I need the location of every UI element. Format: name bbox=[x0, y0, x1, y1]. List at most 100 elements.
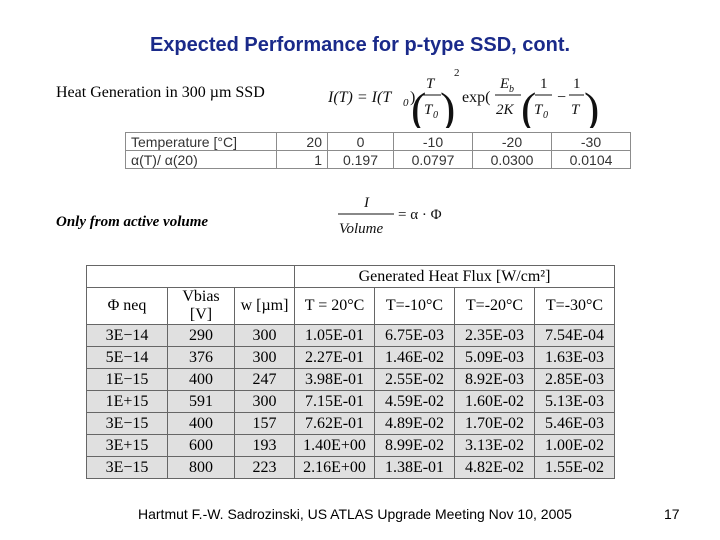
ratio-cell: 0.0104 bbox=[551, 150, 631, 169]
table-cell: 3E−14 bbox=[86, 324, 168, 347]
table-cell: 8.99E-02 bbox=[374, 434, 455, 457]
table-cell: 2.35E-03 bbox=[454, 324, 535, 347]
table-row: 3E−14 290 300 1.05E-01 6.75E-03 2.35E-03… bbox=[86, 324, 615, 347]
table-cell: 800 bbox=[167, 456, 235, 479]
column-header: w [µm] bbox=[234, 287, 295, 325]
table-cell: 2.55E-02 bbox=[374, 368, 455, 391]
formula-paren2-close: ) bbox=[584, 83, 598, 128]
flux-group-header-row: Generated Heat Flux [W/cm²] bbox=[86, 265, 615, 288]
column-header: T=-30°C bbox=[534, 287, 615, 325]
table-cell: 4.82E-02 bbox=[454, 456, 535, 479]
formula2-den: Volume bbox=[339, 221, 384, 237]
table-cell: 376 bbox=[167, 346, 235, 369]
flux-column-header-row: Φ neq Vbias [V] w [µm] T = 20°C T=-10°C … bbox=[86, 287, 615, 325]
formula-t0-sub: 0 bbox=[543, 110, 548, 121]
formula-paren-close: ) bbox=[440, 83, 455, 128]
ratio-cell: 0.197 bbox=[327, 150, 394, 169]
table-cell: 1.55E-02 bbox=[534, 456, 615, 479]
table-cell: 2.16E+00 bbox=[294, 456, 375, 479]
table-cell: 193 bbox=[234, 434, 295, 457]
table-cell: 8.92E-03 bbox=[454, 368, 535, 391]
leakage-current-formula: I(T) = I(T 0 ) ( T T 0 ) 2 exp( E b 2K (… bbox=[328, 67, 598, 128]
temperature-cell: 0 bbox=[327, 132, 394, 151]
formula-exp: exp( bbox=[462, 89, 490, 106]
table-cell: 5.13E-03 bbox=[534, 390, 615, 413]
table-cell: 3E+15 bbox=[86, 434, 168, 457]
flux-blank-header bbox=[86, 265, 295, 288]
table-cell: 1.00E-02 bbox=[534, 434, 615, 457]
table-cell: 300 bbox=[234, 390, 295, 413]
formula-one-1: 1 bbox=[540, 76, 548, 92]
footer-credit: Hartmut F.-W. Sadrozinski, US ATLAS Upgr… bbox=[138, 506, 572, 522]
table-cell: 1.70E-02 bbox=[454, 412, 535, 435]
column-header: T = 20°C bbox=[294, 287, 375, 325]
formula-lhs-sub: 0 bbox=[403, 97, 409, 109]
table-cell: 7.15E-01 bbox=[294, 390, 375, 413]
formula-lhs-close: ) bbox=[410, 89, 415, 106]
formula-lhs: I(T) = I(T bbox=[328, 89, 392, 106]
table-cell: 290 bbox=[167, 324, 235, 347]
ratio-cell: 0.0797 bbox=[393, 150, 473, 169]
table-row: 3E+15 600 193 1.40E+00 8.99E-02 3.13E-02… bbox=[86, 434, 615, 457]
formula-frac-num: T bbox=[426, 76, 436, 92]
formula-t0: T bbox=[534, 102, 544, 118]
table-cell: 157 bbox=[234, 412, 295, 435]
formula-frac-den-sub: 0 bbox=[433, 110, 438, 121]
active-volume-label: Only from active volume bbox=[56, 214, 209, 230]
table-cell: 1E−15 bbox=[86, 368, 168, 391]
column-header: T=-10°C bbox=[374, 287, 455, 325]
table-cell: 6.75E-03 bbox=[374, 324, 455, 347]
column-header: Vbias [V] bbox=[167, 287, 235, 325]
table-cell: 1E+15 bbox=[86, 390, 168, 413]
table-cell: 4.89E-02 bbox=[374, 412, 455, 435]
table-cell: 4.59E-02 bbox=[374, 390, 455, 413]
table-row: 1E−15 400 247 3.98E-01 2.55E-02 8.92E-03… bbox=[86, 368, 615, 391]
table-cell: 600 bbox=[167, 434, 235, 457]
table-cell: 7.54E-04 bbox=[534, 324, 615, 347]
formula2-num: I bbox=[363, 195, 370, 211]
table-row: 1E+15 591 300 7.15E-01 4.59E-02 1.60E-02… bbox=[86, 390, 615, 413]
column-header: Φ neq bbox=[86, 287, 168, 325]
formula-frac-den: T bbox=[424, 102, 434, 118]
temperature-row-label: Temperature [°C] bbox=[125, 132, 277, 151]
table-cell: 2.27E-01 bbox=[294, 346, 375, 369]
formula-e-num-sub: b bbox=[509, 84, 514, 95]
formula-t2: T bbox=[571, 102, 581, 118]
temperature-cell: -30 bbox=[551, 132, 631, 151]
table-cell: 1.40E+00 bbox=[294, 434, 375, 457]
volume-formula: I Volume = α · Φ bbox=[338, 195, 442, 237]
formula-paren-open: ( bbox=[411, 83, 426, 128]
slide-title: Expected Performance for p-type SSD, con… bbox=[149, 34, 571, 56]
table-row: 3E−15 400 157 7.62E-01 4.89E-02 1.70E-02… bbox=[86, 412, 615, 435]
temperature-ratio-table: Temperature [°C] 20 0 -10 -20 -30 α(T)/ … bbox=[125, 132, 631, 169]
formula-minus: − bbox=[557, 89, 566, 106]
table-cell: 300 bbox=[234, 324, 295, 347]
table-cell: 1.46E-02 bbox=[374, 346, 455, 369]
ratio-cell: 0.0300 bbox=[472, 150, 552, 169]
formula-paren2-open: ( bbox=[521, 83, 536, 128]
formula-e-num: E bbox=[499, 76, 509, 92]
table-cell: 1.38E-01 bbox=[374, 456, 455, 479]
ratio-cell: 1 bbox=[276, 150, 328, 169]
heat-flux-table: Generated Heat Flux [W/cm²] Φ neq Vbias … bbox=[86, 265, 615, 479]
table-cell: 5.46E-03 bbox=[534, 412, 615, 435]
table-cell: 5.09E-03 bbox=[454, 346, 535, 369]
table-cell: 3E−15 bbox=[86, 412, 168, 435]
temperature-row: Temperature [°C] 20 0 -10 -20 -30 bbox=[125, 132, 631, 151]
table-row: 3E−15 800 223 2.16E+00 1.38E-01 4.82E-02… bbox=[86, 456, 615, 479]
heat-generation-label: Heat Generation in 300 µm SSD bbox=[56, 84, 265, 101]
table-cell: 1.60E-02 bbox=[454, 390, 535, 413]
table-cell: 400 bbox=[167, 368, 235, 391]
formula-one-2: 1 bbox=[573, 76, 581, 92]
table-cell: 5E−14 bbox=[86, 346, 168, 369]
table-cell: 3E−15 bbox=[86, 456, 168, 479]
table-cell: 1.05E-01 bbox=[294, 324, 375, 347]
formula-e-den: 2K bbox=[496, 102, 515, 118]
table-cell: 400 bbox=[167, 412, 235, 435]
formula-power: 2 bbox=[454, 67, 460, 79]
table-cell: 3.13E-02 bbox=[454, 434, 535, 457]
table-cell: 3.98E-01 bbox=[294, 368, 375, 391]
table-cell: 7.62E-01 bbox=[294, 412, 375, 435]
ratio-row: α(T)/ α(20) 1 0.197 0.0797 0.0300 0.0104 bbox=[125, 150, 631, 169]
formula2-rhs: = α · Φ bbox=[398, 207, 442, 223]
